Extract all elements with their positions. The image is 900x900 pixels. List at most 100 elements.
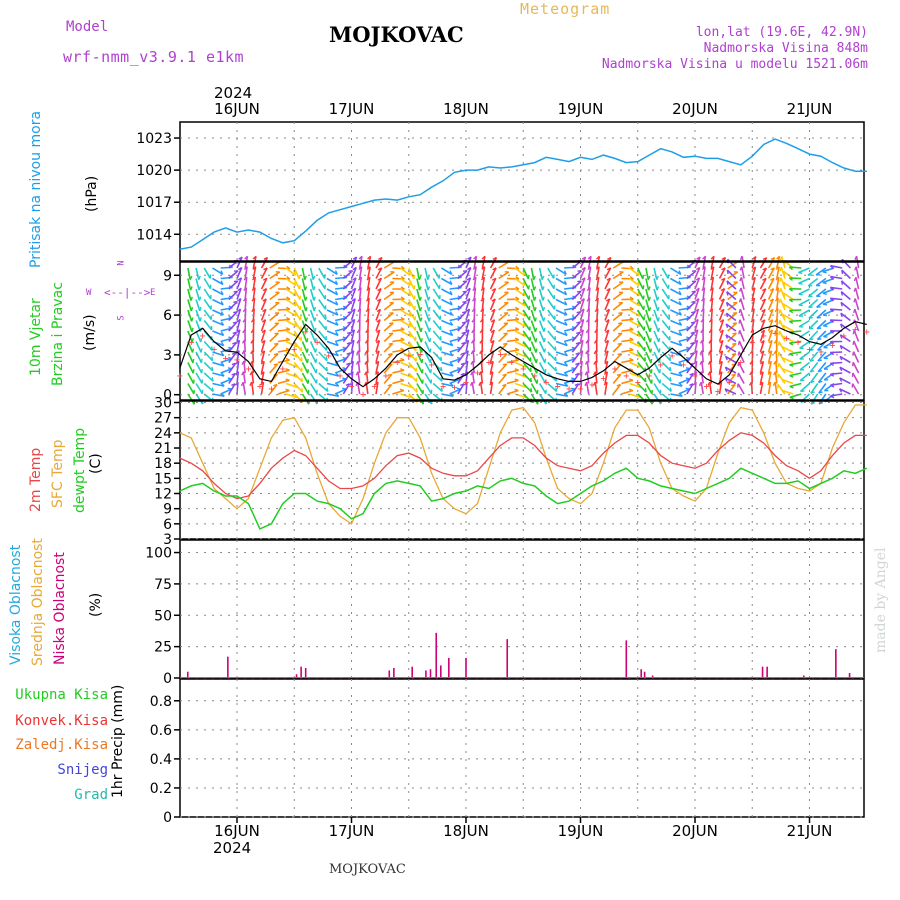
wind-barb [782,313,794,322]
wind-barb [285,361,298,368]
wind-barb [782,335,794,343]
wind-barb [277,308,290,311]
wind-barb-head [533,296,537,301]
wind-barb-head [429,348,432,353]
model-name: wrf-nmm_v3.9.1 e1km [63,48,245,66]
gust-mark: + [749,338,755,349]
wind-barb [530,309,536,322]
wind-barb [367,297,370,311]
wind-barb-head [523,332,527,337]
wind-barb-head [707,371,711,376]
wind-barb [830,372,843,376]
wind-barb [301,278,306,291]
wind-barb-head [739,266,743,271]
wind-barb [252,287,256,300]
wind-barb [594,371,598,384]
wind-barb-head [818,380,823,384]
wind-barb [621,379,634,385]
wind-barb-head [286,265,291,270]
wind-barb-head [375,350,380,355]
wind-barb-head [428,306,431,312]
cloud-bar [425,670,427,678]
wind-barb-head [769,308,774,313]
wind-barb [767,267,775,279]
wind-barb [277,389,290,395]
wind-barb-head [564,352,568,357]
wind-barb [489,329,495,342]
wind-barb-head [628,388,634,392]
wind-barb [840,312,851,322]
y-tick-label: 15 [154,471,172,487]
wind-barb [285,298,297,307]
wind-barb [678,388,690,395]
wind-barb-head [725,302,729,307]
wind-barb-head [467,256,472,260]
wind-barb-head [689,383,694,387]
wind-barb-head [700,308,705,313]
wind-barb [400,319,412,328]
wind-barb-head [853,287,857,292]
wind-barb-head [690,321,695,324]
wind-barb-head [830,384,835,388]
y-tick-label: 30 [154,396,172,412]
legend-hail: Grad [74,787,108,803]
wind-barb-head [449,311,453,316]
wind-barb-head [769,298,774,302]
gust-mark: + [589,380,595,391]
wind-barb [612,384,622,395]
wind-barb-head [335,280,339,285]
wind-barb [718,309,725,321]
wind-barb-head [261,329,266,334]
wind-barb-head [515,316,520,321]
wind-barb [670,372,683,377]
wind-barb [269,301,280,311]
gust-mark: + [211,344,217,355]
wind-barb-head [481,276,485,281]
wind-barb [366,360,369,374]
wind-barb-head [840,312,843,318]
wind-barb-head [696,256,701,260]
wind-barb [489,298,496,311]
wind-barb [522,299,530,311]
gust-mark: + [578,384,584,395]
legend-snow: Snijeg [57,762,108,778]
wind-barb [807,277,819,287]
wind-barb-head [252,266,257,271]
wind-barb-head [581,266,586,271]
wind-barb-head [220,280,224,285]
wind-barb-head [576,321,581,324]
wind-barb-head [840,291,844,296]
wind-barb [357,371,361,384]
wind-barb-head [376,308,381,313]
wind-barb-head [693,371,697,376]
wind-barb [740,266,745,279]
wind-barb [774,382,778,395]
product-title: Meteogram [520,0,611,18]
wind-barb [408,288,416,300]
wind-barb [260,257,269,269]
wind-barb-head [421,369,424,374]
wind-barb [212,393,225,398]
wind-barb-head [375,339,380,344]
wind-barb-head [440,366,443,372]
wind-barb [571,280,582,290]
wind-barb [326,340,339,347]
wind-barb-head [690,331,695,335]
wind-barb-head [346,362,351,366]
panel-frame-precip [179,678,865,818]
wind-barb-head [285,368,290,371]
wind-barb [621,318,634,322]
wind-barb [718,288,726,300]
wind-barb [203,361,214,372]
wind-barb-head [419,296,422,301]
wind-barb-head [413,274,416,279]
wind-barb [318,382,329,393]
wind-barb [661,278,670,290]
wind-barb [514,277,526,287]
wind-barb [775,360,778,374]
wind-barb-head [349,360,354,365]
wind-barb-head [789,342,794,346]
gust-mark: + [658,360,664,371]
wind-barb-head [739,287,742,292]
wind-barb-head [585,350,589,355]
